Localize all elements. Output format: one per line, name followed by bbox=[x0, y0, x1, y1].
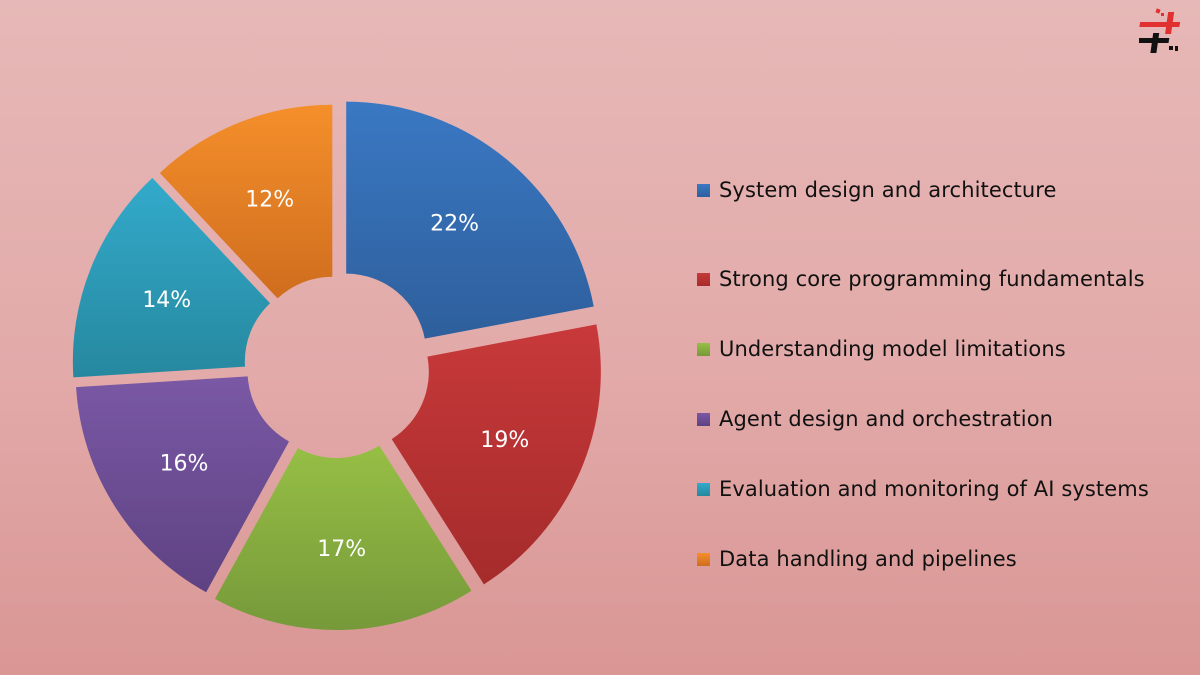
legend-swatch bbox=[697, 552, 710, 566]
slice-label-data-handling: 12% bbox=[245, 188, 294, 213]
legend-swatch bbox=[697, 183, 710, 197]
legend-item-model-limitations: Understanding model limitations bbox=[697, 314, 1149, 384]
legend-swatch bbox=[697, 342, 710, 356]
legend-swatch bbox=[697, 482, 710, 496]
legend-item-agent-design: Agent design and orchestration bbox=[697, 384, 1149, 454]
legend-item-system-design: System design and architecture bbox=[697, 174, 1149, 206]
brand-logo-icon bbox=[1139, 8, 1181, 53]
slice-system-design bbox=[346, 101, 594, 339]
slice-evaluation bbox=[72, 177, 271, 378]
slice-core-programming bbox=[391, 324, 601, 585]
legend-label: Strong core programming fundamentals bbox=[719, 267, 1145, 291]
chart-legend: System design and architecture Strong co… bbox=[697, 174, 1149, 594]
slice-agent-design bbox=[76, 376, 290, 593]
slice-data-handling bbox=[159, 104, 333, 299]
legend-swatch bbox=[697, 412, 710, 426]
donut-chart: 22% 19% 17% 16% 14% 12% bbox=[72, 101, 601, 630]
donut-slices: 22% 19% 17% 16% 14% 12% bbox=[72, 101, 601, 630]
legend-label: Understanding model limitations bbox=[719, 337, 1066, 361]
legend-item-evaluation: Evaluation and monitoring of AI systems bbox=[697, 454, 1149, 524]
legend-label: Evaluation and monitoring of AI systems bbox=[719, 477, 1149, 501]
legend-label: System design and architecture bbox=[719, 178, 1057, 202]
legend-label: Data handling and pipelines bbox=[719, 547, 1017, 571]
slice-model-limitations bbox=[214, 445, 472, 630]
slice-label-core-programming: 19% bbox=[480, 428, 529, 453]
legend-label: Agent design and orchestration bbox=[719, 407, 1054, 431]
slice-label-evaluation: 14% bbox=[142, 288, 191, 313]
legend-swatch bbox=[697, 272, 710, 286]
slice-label-model-limitations: 17% bbox=[317, 537, 366, 562]
slice-label-agent-design: 16% bbox=[160, 451, 209, 476]
legend-item-core-programming: Strong core programming fundamentals bbox=[697, 244, 1149, 314]
legend-item-data-handling: Data handling and pipelines bbox=[697, 524, 1149, 594]
slice-label-system-design: 22% bbox=[430, 212, 479, 237]
